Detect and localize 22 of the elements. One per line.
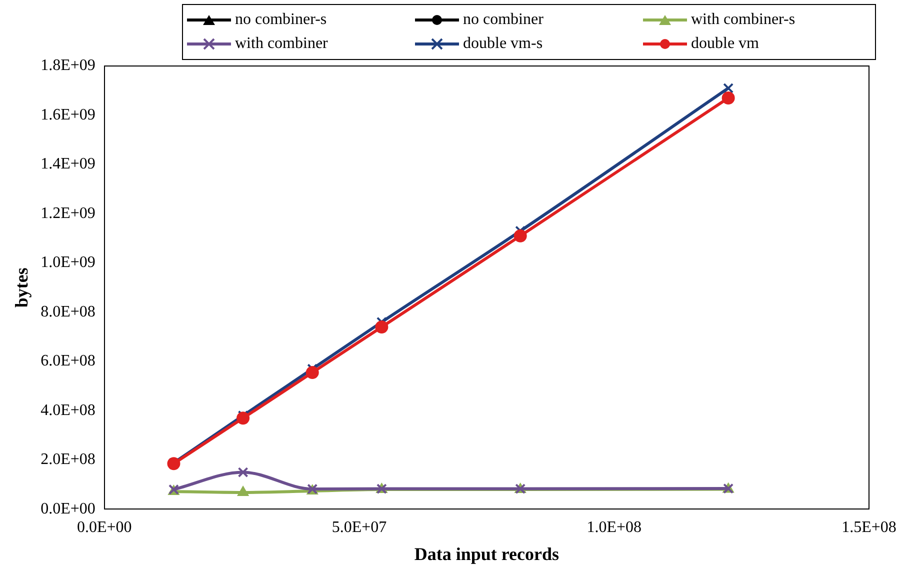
y-tick-label: 1.6E+09 xyxy=(40,106,96,124)
y-tick-label: 1.0E+09 xyxy=(40,254,96,272)
legend-label: with combiner xyxy=(235,35,328,53)
x-tick-label: 1.5E+08 xyxy=(842,519,896,536)
legend-label: double vm xyxy=(691,35,759,53)
y-tick-label: 4.0E+08 xyxy=(40,402,96,419)
y-tick-label: 1.4E+09 xyxy=(40,156,96,173)
legend-label: with combiner-s xyxy=(691,11,796,29)
x-tick-label: 1.0E+08 xyxy=(586,519,642,536)
y-tick-label: 8.0E+08 xyxy=(40,303,96,320)
y-tick-label: 1.8E+09 xyxy=(40,57,96,74)
x-tick-label: 5.0E+07 xyxy=(332,519,387,536)
y-tick-label: 6.0E+08 xyxy=(40,352,96,370)
legend-label: double vm-s xyxy=(463,35,543,53)
x-axis-title: Data input records xyxy=(414,544,560,564)
y-tick-label: 2.0E+08 xyxy=(40,451,96,468)
y-axis-title: bytes xyxy=(11,268,32,308)
y-tick-label: 0.0E+00 xyxy=(40,500,96,518)
x-tick-label: 0.0E+00 xyxy=(77,519,132,536)
legend-label: no combiner xyxy=(463,11,544,29)
legend-label: no combiner-s xyxy=(235,11,327,29)
y-tick-label: 1.2E+09 xyxy=(40,204,96,222)
